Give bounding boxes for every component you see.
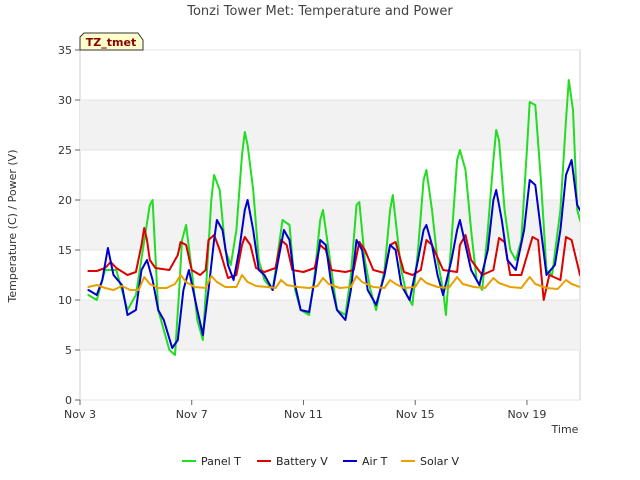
x-axis-ticks: Nov 3 Nov 7 Nov 11 Nov 15 Nov 19 xyxy=(64,400,546,421)
x-tick-label: Nov 3 xyxy=(64,408,96,421)
y-axis-label: Temperature (C) / Power (V) xyxy=(6,149,19,303)
y-tick-label: 5 xyxy=(65,344,72,357)
series-line-battery-v xyxy=(87,227,580,301)
y-axis-ticks: 0 5 10 15 20 25 30 35 xyxy=(58,44,80,407)
x-tick-label: Nov 15 xyxy=(396,408,435,421)
y-tick-label: 35 xyxy=(58,44,72,57)
background-band xyxy=(80,200,580,250)
background-band xyxy=(80,300,580,350)
y-tick-label: 30 xyxy=(58,94,72,107)
y-tick-label: 25 xyxy=(58,144,72,157)
background-band xyxy=(80,100,580,150)
series-line-solar-v xyxy=(87,274,580,291)
site-tag: TZ_tmet xyxy=(79,32,144,51)
x-tick-label: Nov 19 xyxy=(507,408,546,421)
legend-label-battery-v: Battery V xyxy=(276,455,328,468)
background-bands xyxy=(80,100,580,350)
chart-title: Tonzi Tower Met: Temperature and Power xyxy=(186,4,453,19)
site-tag-text: TZ_tmet xyxy=(86,36,136,49)
y-tick-label: 20 xyxy=(58,194,72,207)
x-axis-label: Time xyxy=(551,423,579,436)
x-tick-label: Nov 7 xyxy=(176,408,208,421)
legend-label-panel-t: Panel T xyxy=(201,455,241,468)
y-tick-label: 0 xyxy=(65,394,72,407)
legend-label-air-t: Air T xyxy=(362,455,388,468)
legend: Panel T Battery V Air T Solar V xyxy=(182,455,460,468)
site-tag-box xyxy=(79,32,144,51)
y-tick-label: 15 xyxy=(58,244,72,257)
x-tick-label: Nov 11 xyxy=(284,408,323,421)
legend-label-solar-v: Solar V xyxy=(420,455,460,468)
series-layer xyxy=(87,79,580,356)
series-line-air-t xyxy=(87,159,580,349)
y-tick-label: 10 xyxy=(58,294,72,307)
